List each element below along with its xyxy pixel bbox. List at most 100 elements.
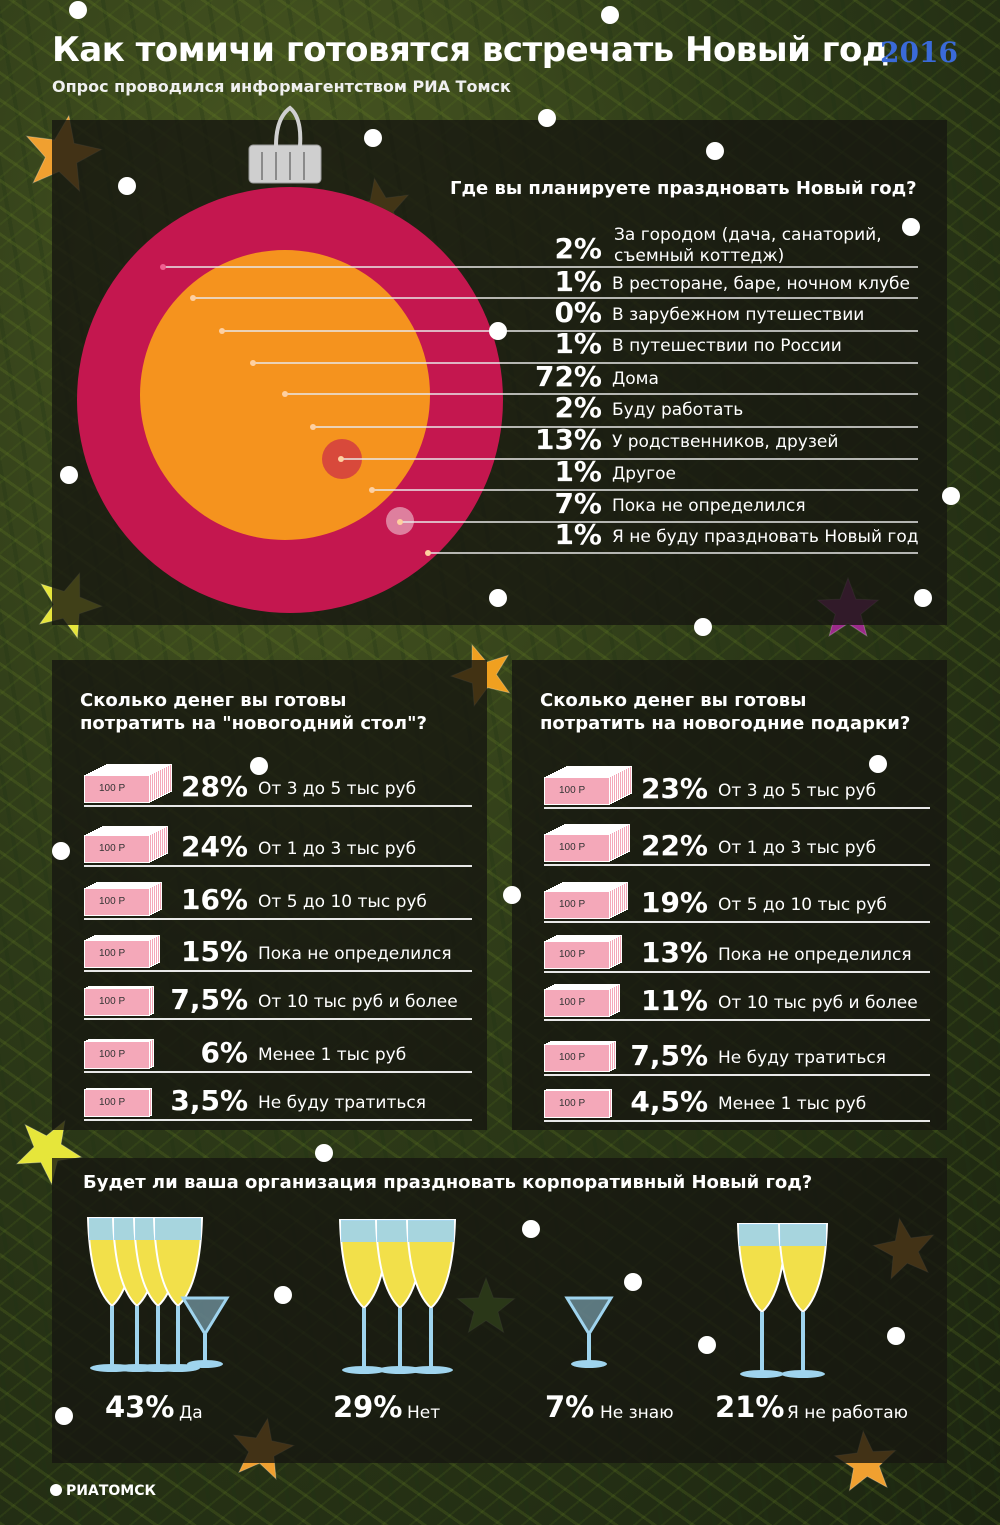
snowflake-icon — [601, 6, 619, 24]
snowflake-icon — [52, 842, 70, 860]
money-rule — [84, 1071, 472, 1073]
money-rule — [544, 864, 930, 866]
money-label: От 10 тыс руб и более — [718, 993, 918, 1013]
bill-icon: 100 Р — [84, 835, 150, 863]
leader-dot — [425, 550, 431, 556]
champagne-glass-stem — [760, 1312, 764, 1374]
snowflake-icon — [902, 218, 920, 236]
leader-dot — [219, 328, 225, 334]
question-celebrate-place: Где вы планируете праздновать Новый год? — [450, 178, 917, 199]
celebrate-value: 0% — [554, 296, 602, 329]
celebrate-value: 2% — [554, 391, 602, 424]
snowflake-icon — [538, 109, 556, 127]
corporate-value: 21% — [715, 1390, 785, 1424]
corporate-label: Да — [179, 1403, 203, 1423]
bill-icon: 100 Р — [84, 940, 150, 968]
celebrate-label: Дома — [612, 369, 659, 389]
bill-icon: 100 Р — [84, 988, 150, 1016]
money-rule — [84, 918, 472, 920]
money-value: 6% — [200, 1036, 248, 1069]
leader-dot — [282, 391, 288, 397]
champagne-glass-stem — [156, 1306, 160, 1368]
corporate-label: Я не работаю — [787, 1403, 908, 1423]
celebrate-label: В зарубежном путешествии — [612, 305, 865, 325]
snowflake-icon — [942, 487, 960, 505]
snowflake-icon — [60, 466, 78, 484]
corporate-label: Нет — [407, 1403, 441, 1423]
money-label: Не буду тратиться — [718, 1048, 886, 1068]
money-label: От 3 до 5 тыс руб — [258, 779, 417, 799]
money-label: От 5 до 10 тыс руб — [258, 892, 427, 912]
celebrate-label: съемный коттедж) — [614, 246, 785, 266]
money-rule — [84, 865, 472, 867]
champagne-glass-stem — [110, 1306, 114, 1368]
champagne-glass-base — [781, 1370, 825, 1378]
leader-dot — [190, 295, 196, 301]
champagne-glass-stem — [362, 1308, 366, 1370]
ria-tomsk-logo: РИАТОМСК — [50, 1483, 156, 1499]
celebrate-value: 1% — [554, 518, 602, 551]
corporate-value: 29% — [333, 1390, 403, 1424]
bill-icon: 100 Р — [544, 1044, 610, 1072]
money-label: Пока не определился — [718, 945, 912, 965]
year-badge: 2016 — [880, 36, 958, 69]
question-gifts-spend-line-2: потратить на новогодние подарки? — [540, 713, 911, 734]
star-icon — [15, 1119, 83, 1186]
money-label: От 5 до 10 тыс руб — [718, 895, 887, 915]
question-table-spend-line-1: Сколько денег вы готовы — [80, 690, 347, 711]
leader-dot — [397, 519, 403, 525]
celebrate-label: За городом (дача, санаторий, — [614, 225, 882, 245]
snowflake-icon — [364, 129, 382, 147]
celebrate-value: 1% — [554, 265, 602, 298]
celebrate-value: 7% — [554, 487, 602, 520]
page-subtitle: Опрос проводился информагентством РИА То… — [52, 77, 511, 96]
celebrate-label: Пока не определился — [612, 496, 806, 516]
snowflake-icon — [522, 1220, 540, 1238]
money-value: 7,5% — [170, 983, 248, 1016]
money-value: 11% — [640, 984, 708, 1017]
bill-icon: 100 Р — [544, 989, 610, 1017]
question-gifts-spend: Сколько денег вы готовы потратить на нов… — [540, 689, 940, 735]
money-value: 7,5% — [630, 1039, 708, 1072]
leader-dot — [338, 456, 344, 462]
corporate-value: 7% — [545, 1390, 595, 1424]
cocktail-glass-bowl — [180, 1296, 230, 1337]
money-value: 15% — [180, 935, 248, 968]
cocktail-glass-bowl — [564, 1296, 614, 1337]
champagne-glass-stem — [429, 1308, 433, 1370]
celebrate-label: У родственников, друзей — [612, 432, 839, 452]
logo-text: РИАТОМСК — [66, 1483, 156, 1499]
money-label: От 1 до 3 тыс руб — [718, 838, 877, 858]
money-label: Пока не определился — [258, 944, 452, 964]
money-rule — [544, 921, 930, 923]
cocktail-glass-stem — [203, 1334, 207, 1364]
money-rule — [84, 1018, 472, 1020]
champagne-glass-base — [156, 1364, 200, 1372]
money-label: Менее 1 тыс руб — [718, 1094, 867, 1114]
snowflake-icon — [887, 1327, 905, 1345]
money-value: 19% — [640, 886, 708, 919]
bill-icon: 100 Р — [84, 1089, 150, 1117]
money-value: 4,5% — [630, 1085, 708, 1118]
celebrate-label: Другое — [612, 464, 676, 484]
money-rule — [544, 1120, 930, 1122]
celebrate-label: В путешествии по России — [612, 336, 842, 356]
money-rule — [84, 970, 472, 972]
snowflake-icon — [624, 1273, 642, 1291]
money-rule — [544, 971, 930, 973]
celebrate-value: 72% — [534, 360, 602, 393]
question-table-spend-line-2: потратить на "новогодний стол"? — [80, 713, 427, 734]
money-label: Не буду тратиться — [258, 1093, 426, 1113]
snowflake-icon — [694, 618, 712, 636]
money-label: Менее 1 тыс руб — [258, 1045, 407, 1065]
snowflake-icon — [315, 1144, 333, 1162]
champagne-glass-rim — [155, 1218, 201, 1240]
leader-dot — [310, 424, 316, 430]
leader-dot — [160, 264, 166, 270]
money-rule — [544, 1074, 930, 1076]
leader-dot — [250, 360, 256, 366]
ornament-hook — [274, 105, 303, 147]
question-corporate: Будет ли ваша организация праздновать ко… — [83, 1172, 813, 1193]
snowflake-icon — [706, 142, 724, 160]
